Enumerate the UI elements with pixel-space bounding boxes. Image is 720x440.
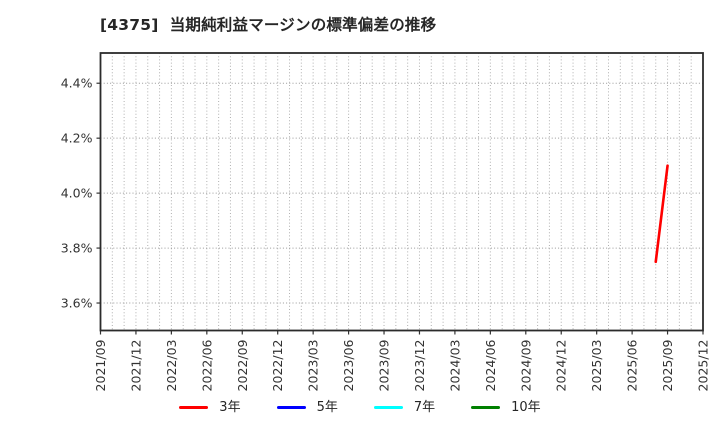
legend-item-5年: 5年 — [276, 400, 338, 415]
legend-swatch-icon — [471, 406, 501, 409]
x-tick-label: 2025/12 — [696, 340, 711, 392]
legend-swatch-icon — [179, 406, 209, 409]
x-tick-label: 2023/03 — [306, 340, 321, 392]
x-tick-label: 2021/12 — [128, 340, 143, 392]
x-tick-label: 2023/09 — [377, 339, 392, 391]
legend-item-7年: 7年 — [373, 400, 436, 415]
legend-swatch-icon — [276, 406, 306, 409]
x-tick-label: 2023/06 — [341, 339, 356, 391]
x-tick-label: 2022/06 — [199, 339, 214, 391]
plot-border — [99, 52, 704, 332]
series-line-3年 — [654, 164, 669, 264]
legend-label: 7年 — [413, 400, 436, 415]
legend-label: 5年 — [316, 400, 338, 415]
x-tick-label: 2022/12 — [270, 340, 285, 392]
legend-swatch-icon — [373, 406, 403, 409]
x-tick-label: 2025/09 — [660, 339, 675, 391]
x-tick-label: 2021/09 — [93, 339, 108, 391]
legend-item-10年: 10年 — [471, 401, 541, 414]
y-tick-label: 4.4% — [61, 76, 93, 91]
y-tick-label: 3.8% — [61, 241, 93, 256]
x-tick-label: 2023/12 — [412, 340, 427, 392]
chart-title: [4375] 当期純利益マージンの標準偏差の推移 — [100, 16, 437, 34]
x-tick-label: 2022/09 — [235, 339, 250, 391]
y-tick-label: 3.6% — [61, 296, 93, 311]
legend: 3年 5年 7年 10年 — [0, 401, 720, 414]
x-tick-label: 2022/03 — [164, 340, 179, 392]
x-tick-label: 2024/06 — [483, 339, 498, 391]
legend-label: 3年 — [219, 400, 241, 415]
legend-label: 10年 — [511, 400, 541, 415]
x-tick-label: 2024/03 — [447, 340, 462, 392]
legend-item-3年: 3年 — [179, 400, 241, 415]
x-tick-label: 2024/12 — [554, 340, 569, 392]
x-tick-label: 2025/03 — [589, 340, 604, 392]
y-tick-label: 4.0% — [61, 186, 93, 201]
y-tick-label: 4.2% — [61, 131, 93, 146]
x-tick-label: 2024/09 — [518, 339, 533, 391]
x-tick-label: 2025/06 — [625, 339, 640, 391]
